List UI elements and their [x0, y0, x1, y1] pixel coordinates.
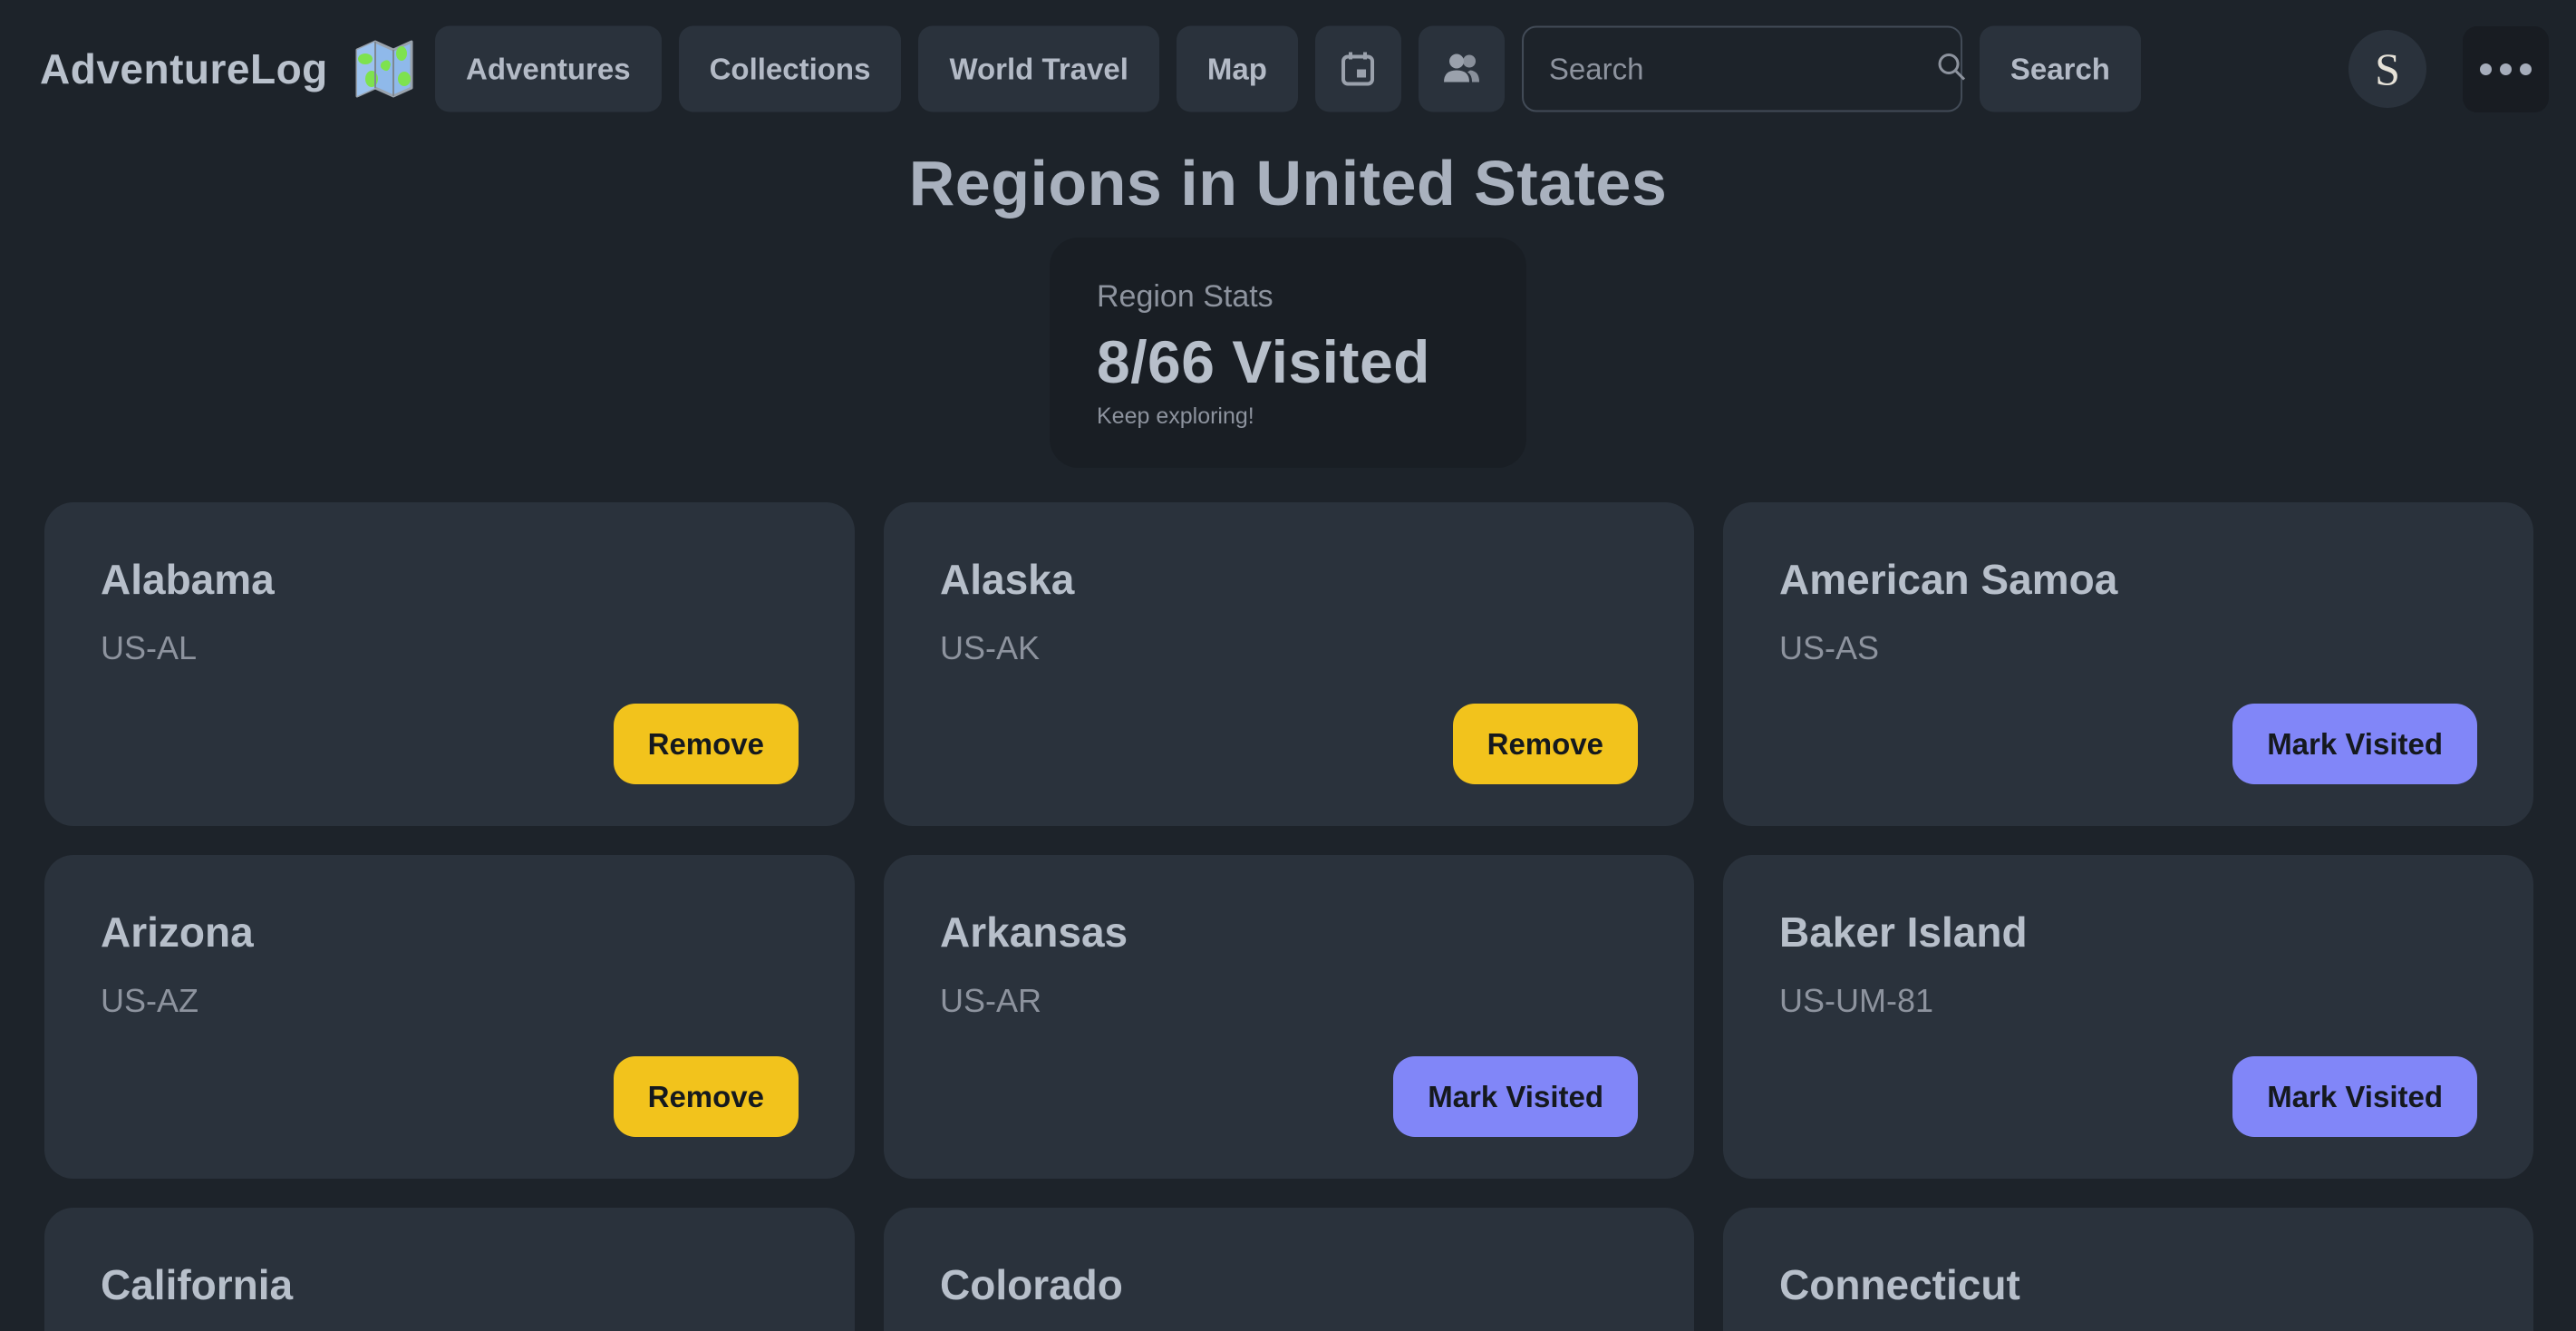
region-card-actions: Mark Visited — [1779, 1056, 2477, 1137]
nav-link-map[interactable]: Map — [1176, 25, 1298, 112]
region-code: US-AZ — [101, 982, 199, 1019]
region-card: Alaska US-AK Remove — [884, 502, 1694, 826]
page-title: Regions in United States — [908, 148, 1668, 219]
search-field — [1521, 25, 1965, 112]
region-card-actions: Remove — [940, 704, 1638, 784]
nav-links: Adventures Collections World Travel Map — [435, 25, 1298, 112]
world-map-icon — [352, 39, 417, 99]
app-logo[interactable]: AdventureLog — [40, 39, 417, 99]
search-icon — [1934, 50, 1969, 89]
stats-desc: Keep exploring! — [1097, 403, 1254, 429]
remove-button[interactable]: Remove — [613, 1056, 799, 1137]
region-card: Arkansas US-AR Mark Visited — [884, 855, 1694, 1179]
region-name: Baker Island — [1779, 908, 2028, 956]
region-name: Colorado — [940, 1261, 1123, 1308]
stats-value: 8/66 Visited — [1097, 328, 1431, 395]
users-button[interactable] — [1418, 25, 1505, 112]
region-card: CaliforniaUS-CA — [44, 1208, 855, 1331]
mark-visited-button[interactable]: Mark Visited — [2232, 704, 2477, 784]
region-grid: Alabama US-AL Remove Alaska US-AK Remove Ameri… — [44, 502, 2533, 1331]
mark-visited-button[interactable]: Mark Visited — [2232, 1056, 2477, 1137]
more-options-button[interactable] — [2463, 25, 2549, 112]
stats-label: Region Stats — [1097, 279, 1273, 314]
region-card-actions: Mark Visited — [940, 1056, 1638, 1137]
region-name: Alaska — [940, 556, 1075, 603]
region-code: US-AL — [101, 629, 198, 666]
region-name: Arizona — [101, 908, 254, 956]
nav-link-collections[interactable]: Collections — [678, 25, 902, 112]
region-card: Arizona US-AZ Remove — [44, 855, 855, 1179]
mark-visited-button[interactable]: Mark Visited — [1393, 1056, 1638, 1137]
region-name: California — [101, 1261, 294, 1308]
region-name: Alabama — [101, 556, 275, 603]
search-button[interactable]: Search — [1979, 25, 2141, 112]
calendar-button[interactable] — [1314, 25, 1401, 112]
region-card-actions: Remove — [101, 1056, 799, 1137]
region-card: Alabama US-AL Remove — [44, 502, 855, 826]
region-stats-card: Region Stats 8/66 Visited Keep exploring… — [1050, 238, 1526, 468]
navbar-right: S — [2348, 25, 2549, 112]
avatar[interactable]: S — [2348, 30, 2426, 108]
remove-button[interactable]: Remove — [613, 704, 799, 784]
calendar-icon — [1337, 48, 1379, 90]
navbar-center: Adventures Collections World Travel Map — [435, 25, 2141, 112]
region-name: Connecticut — [1779, 1261, 2020, 1308]
region-card: American Samoa US-AS Mark Visited — [1723, 502, 2533, 826]
search-input[interactable] — [1548, 52, 1934, 86]
nav-link-adventures[interactable]: Adventures — [435, 25, 662, 112]
region-card: ColoradoUS-CO — [884, 1208, 1694, 1331]
region-card-actions: Remove — [101, 704, 799, 784]
region-code: US-UM-81 — [1779, 982, 1934, 1019]
region-name: American Samoa — [1779, 556, 2118, 603]
navbar: AdventureLog Adventures Collections World … — [0, 0, 2576, 138]
users-icon — [1439, 49, 1483, 89]
region-card: ConnecticutUS-CT — [1723, 1208, 2533, 1331]
region-code: US-AR — [940, 982, 1042, 1019]
remove-button[interactable]: Remove — [1452, 704, 1638, 784]
app-title: AdventureLog — [40, 45, 328, 92]
more-options-icon — [2480, 63, 2532, 75]
region-name: Arkansas — [940, 908, 1128, 956]
region-code: US-AK — [940, 629, 1041, 666]
region-card: Baker Island US-UM-81 Mark Visited — [1723, 855, 2533, 1179]
region-code: US-AS — [1779, 629, 1880, 666]
nav-link-world-travel[interactable]: World Travel — [918, 25, 1159, 112]
region-card-actions: Mark Visited — [1779, 704, 2477, 784]
